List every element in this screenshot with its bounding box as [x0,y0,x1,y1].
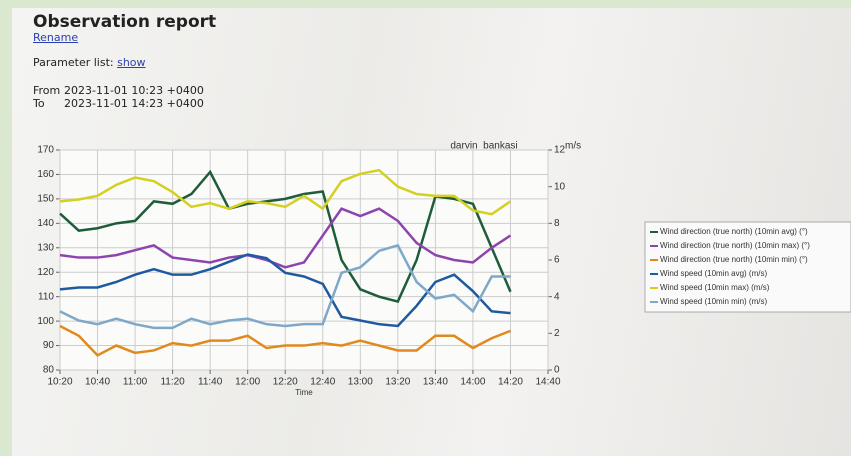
y-tick-label: 170 [37,145,54,156]
y-tick-label: 150 [37,194,54,205]
y2-tick-label: 12 [554,145,566,156]
x-tick-label: 10:40 [85,377,110,388]
y2-tick-label: 6 [554,255,560,266]
x-tick-label: 13:00 [348,377,373,388]
y2-axis-label: m/s [565,141,581,152]
x-tick-label: 13:40 [423,377,448,388]
x-tick-label: 14:40 [535,377,560,388]
legend-label: Wind speed (10min min) (m/s) [660,297,767,306]
x-tick-label: 12:40 [310,377,335,388]
y-tick-label: 140 [37,218,54,229]
y-tick-label: 90 [43,340,55,351]
x-tick-label: 14:00 [460,377,485,388]
y-tick-label: 120 [37,267,54,278]
y2-tick-label: 10 [554,181,566,192]
x-tick-label: 11:20 [160,377,185,388]
x-tick-label: 12:20 [273,377,298,388]
y-tick-label: 130 [37,242,54,253]
legend-label: Wind speed (10min max) (m/s) [660,283,770,292]
legend-label: Wind direction (true north) (10min min) … [660,255,808,264]
y-tick-label: 110 [38,291,54,302]
y2-tick-label: 8 [554,218,560,229]
chart: darvin_bankasi m/s Time 8090100110120130… [0,0,851,456]
legend-label: Wind speed (10min avg) (m/s) [660,269,767,278]
y2-tick-label: 0 [554,365,560,376]
y-tick-label: 160 [37,169,54,180]
y-tick-label: 100 [37,316,54,327]
legend-label: Wind direction (true north) (10min max) … [660,241,810,250]
y-tick-label: 80 [43,365,55,376]
x-axis-label: Time [295,388,313,397]
x-tick-label: 13:20 [385,377,410,388]
x-tick-label: 11:40 [198,377,223,388]
x-tick-label: 14:20 [498,377,523,388]
x-tick-label: 11:00 [123,377,148,388]
y2-tick-label: 4 [554,291,560,302]
x-tick-label: 12:00 [235,377,260,388]
x-tick-label: 10:20 [47,377,72,388]
y2-tick-label: 2 [554,328,560,339]
legend-label: Wind direction (true north) (10min avg) … [660,227,808,236]
